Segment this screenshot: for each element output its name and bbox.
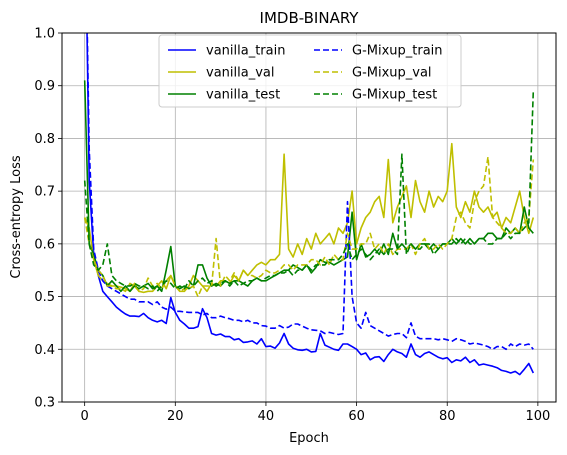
- legend-label: G-Mixup_test: [352, 88, 437, 103]
- x-tick-label: 40: [258, 409, 275, 424]
- y-tick-label: 0.4: [34, 343, 55, 358]
- plot-frame: [61, 32, 557, 403]
- y-axis-label: Cross-entropy Loss: [9, 155, 24, 278]
- x-axis-label: Epoch: [289, 431, 329, 446]
- legend-label: vanilla_test: [206, 88, 280, 103]
- x-tick-label: 100: [525, 409, 550, 424]
- x-tick-label: 60: [348, 409, 365, 424]
- chart-title: IMDB-BINARY: [260, 9, 360, 27]
- series-line-g-mixup-test: [83, 90, 535, 293]
- series-line-vanilla-test: [83, 80, 534, 293]
- x-tick-label: 80: [439, 409, 456, 424]
- legend-box: [158, 34, 462, 108]
- series-line-g-mixup-val: [83, 156, 535, 298]
- series-lines: [83, 33, 535, 376]
- x-tick-label: 0: [81, 409, 89, 424]
- series-line-vanilla-train: [86, 33, 535, 376]
- y-tick-label: 1.0: [34, 27, 55, 42]
- axes: 0 20 40 60 80 100 0.3 0.4 0.5 0.6 0.7 0.8 0.9 1.0: [34, 27, 550, 425]
- y-tick-label: 0.3: [34, 396, 55, 411]
- y-tick-label: 0.9: [34, 79, 55, 94]
- series-line-vanilla-val: [83, 142, 535, 294]
- legend-label: G-Mixup_train: [352, 44, 443, 59]
- x-tick-label: 20: [167, 409, 184, 424]
- y-tick-label: 0.8: [34, 132, 55, 147]
- y-tick-label: 0.6: [34, 237, 55, 252]
- legend-label: vanilla_val: [206, 66, 274, 81]
- series-line-g-mixup-train: [86, 33, 534, 351]
- legend: vanilla_train vanilla_val vanilla_test G-Mi…: [158, 34, 462, 108]
- legend-label: G-Mixup_val: [352, 66, 432, 81]
- legend-label: vanilla_train: [206, 44, 285, 59]
- y-tick-label: 0.7: [34, 185, 55, 200]
- y-tick-label: 0.5: [34, 290, 55, 305]
